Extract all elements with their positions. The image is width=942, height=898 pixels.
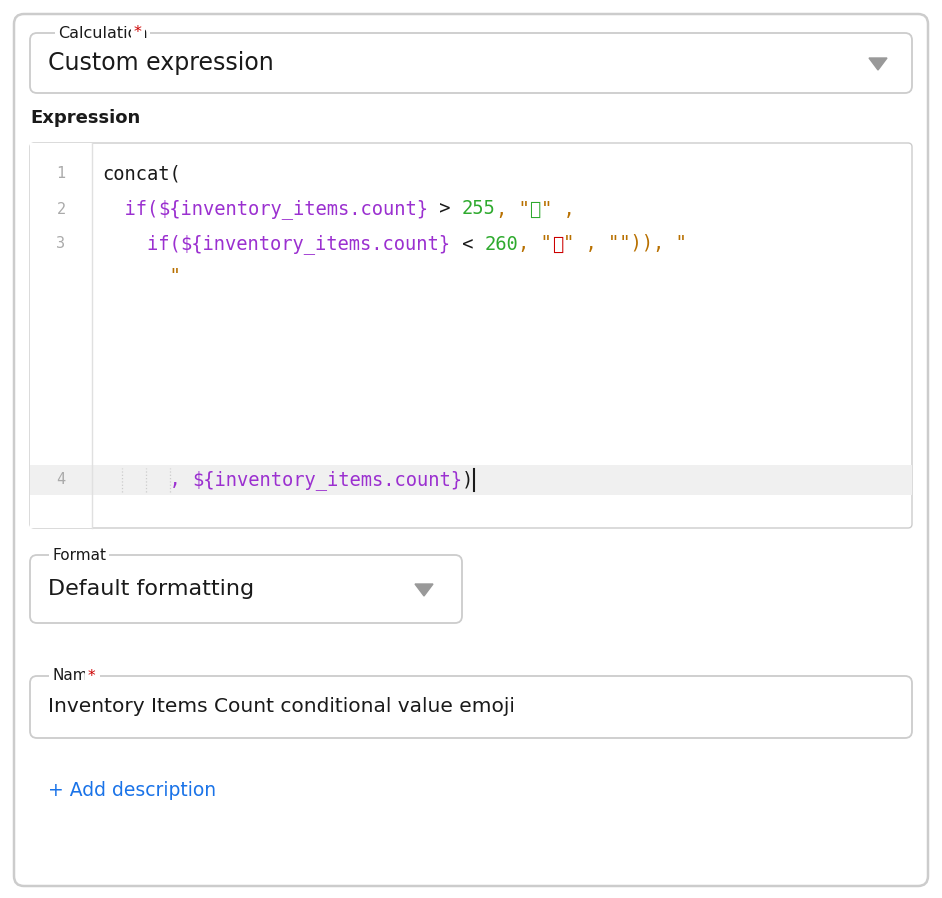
Text: *: * xyxy=(134,25,142,40)
Polygon shape xyxy=(869,58,887,70)
Text: " , "")), ": " , "")), " xyxy=(563,234,687,253)
Text: if(: if( xyxy=(102,234,181,253)
Text: ": " xyxy=(102,267,181,286)
Text: >: > xyxy=(429,199,462,218)
Text: ,: , xyxy=(102,471,192,489)
Text: Default formatting: Default formatting xyxy=(48,579,254,599)
Text: + Add description: + Add description xyxy=(48,780,216,799)
Text: 2: 2 xyxy=(57,201,66,216)
Text: concat(: concat( xyxy=(102,164,181,183)
Text: Inventory Items Count conditional value emoji: Inventory Items Count conditional value … xyxy=(48,698,515,717)
FancyBboxPatch shape xyxy=(30,676,912,738)
Text: <: < xyxy=(451,234,484,253)
Text: Format: Format xyxy=(52,548,106,562)
Bar xyxy=(30,465,912,495)
Text: , ": , " xyxy=(495,199,529,218)
Text: Custom expression: Custom expression xyxy=(48,51,274,75)
FancyBboxPatch shape xyxy=(14,14,928,886)
Text: ${inventory_items.count}: ${inventory_items.count} xyxy=(181,234,451,254)
Polygon shape xyxy=(415,584,433,596)
Text: *: * xyxy=(88,668,96,683)
Text: 3: 3 xyxy=(57,236,66,251)
Text: Name: Name xyxy=(52,668,97,683)
Text: ${inventory_items.count}: ${inventory_items.count} xyxy=(192,470,462,490)
Text: ✅: ✅ xyxy=(529,199,541,218)
Text: 1: 1 xyxy=(57,166,66,181)
Text: ❌: ❌ xyxy=(552,234,563,253)
Text: ): ) xyxy=(462,471,473,489)
FancyBboxPatch shape xyxy=(30,33,912,93)
Text: if(: if( xyxy=(102,199,158,218)
Text: " ,: " , xyxy=(541,199,575,218)
Text: 260: 260 xyxy=(484,234,518,253)
Bar xyxy=(30,143,92,528)
FancyBboxPatch shape xyxy=(30,555,462,623)
FancyBboxPatch shape xyxy=(30,143,912,528)
Text: Expression: Expression xyxy=(30,109,140,127)
Text: , ": , " xyxy=(518,234,552,253)
Text: Calculation: Calculation xyxy=(58,25,148,40)
Text: ${inventory_items.count}: ${inventory_items.count} xyxy=(158,199,429,219)
Text: 4: 4 xyxy=(57,472,66,488)
Text: 255: 255 xyxy=(462,199,495,218)
